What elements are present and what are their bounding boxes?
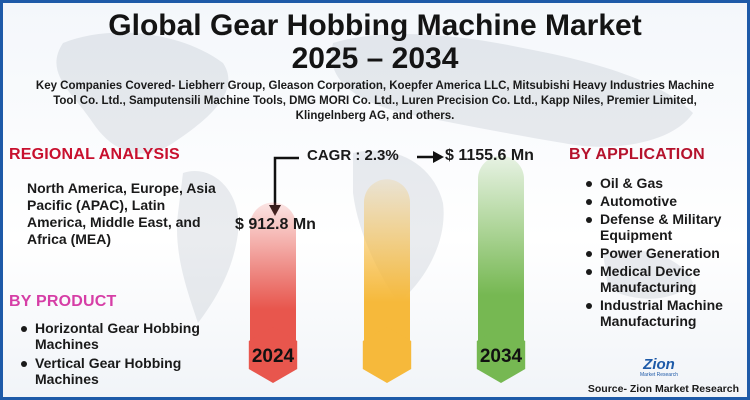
title-main: Global Gear Hobbing Machine Market xyxy=(108,9,642,42)
year-label-2024: 2024 xyxy=(252,346,295,367)
title-years: 2025 – 2034 xyxy=(291,42,459,75)
infographic-title: Global Gear Hobbing Machine Market 2025 … xyxy=(3,9,747,75)
application-item: Industrial Machine Manufacturing xyxy=(582,297,747,329)
bar-2024 xyxy=(250,202,296,355)
application-item: Automotive xyxy=(582,193,747,209)
product-item: Horizontal Gear Hobbing Machines xyxy=(17,320,247,352)
value-label-2034: $ 1155.6 Mn xyxy=(445,147,534,164)
hexagon-base-2034 xyxy=(476,327,526,383)
by-application-title: BY APPLICATION xyxy=(569,146,705,163)
key-companies-text: Key Companies Covered- Liebherr Group, G… xyxy=(35,80,715,122)
product-item: Vertical Gear Hobbing Machines xyxy=(17,355,247,387)
hexagon-base-2024 xyxy=(248,327,298,383)
product-list: Horizontal Gear Hobbing Machines Vertica… xyxy=(17,320,247,390)
logo-name: Zion xyxy=(643,356,675,373)
bar-2034 xyxy=(478,155,524,355)
application-item: Defense & Military Equipment xyxy=(582,211,747,243)
regional-analysis-title: REGIONAL ANALYSIS xyxy=(9,146,180,163)
source-text: Source- Zion Market Research xyxy=(587,383,739,395)
application-item: Power Generation xyxy=(582,245,747,261)
value-label-2024: $ 912.8 Mn xyxy=(235,216,316,233)
application-item: Oil & Gas xyxy=(582,175,747,191)
application-list: Oil & Gas Automotive Defense & Military … xyxy=(582,175,747,331)
regions-text: North America, Europe, Asia Pacific (APA… xyxy=(27,180,216,247)
arrow-right-head xyxy=(433,151,444,163)
arrow-down-line xyxy=(273,156,299,208)
application-item: Medical Device Manufacturing xyxy=(582,263,747,295)
cagr-label: CAGR : 2.3% xyxy=(307,147,399,164)
zion-logo: Zion Market Research xyxy=(635,357,683,378)
bar-middle xyxy=(364,179,410,355)
year-label-2034: 2034 xyxy=(480,346,523,367)
hexagon-base-middle xyxy=(362,327,412,383)
market-bar-chart: 2024 2034 xyxy=(248,151,526,383)
logo-tagline: Market Research xyxy=(639,372,679,378)
by-product-title: BY PRODUCT xyxy=(9,293,117,310)
